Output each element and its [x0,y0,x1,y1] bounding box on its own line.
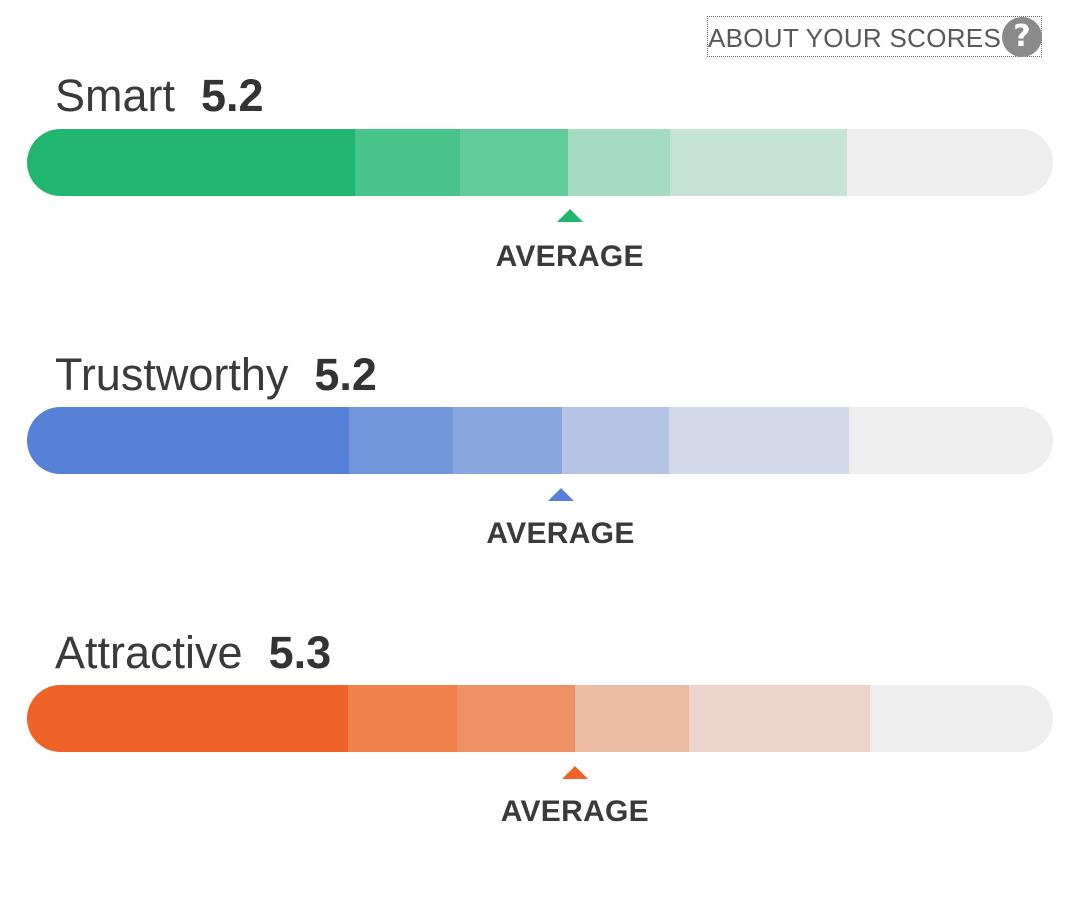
score-bar-segment [27,685,349,752]
score-name: Trustworthy [55,349,289,400]
score-bar-segment [567,129,671,196]
score-bar-segment [355,129,460,196]
score-bar-segment [848,407,1053,474]
score-name: Attractive [55,627,243,678]
average-label: AVERAGE [500,795,649,828]
average-marker-icon [556,209,583,222]
score-bar-segment [846,129,1053,196]
average-marker-icon [561,766,588,779]
score-heading: Trustworthy 5.2 [55,352,377,397]
score-value: 5.2 [314,349,377,400]
score-name: Smart [55,70,176,121]
score-bar-segment [348,685,457,752]
score-heading: Smart 5.2 [55,73,264,118]
score-bar [27,129,1053,196]
score-bar-segment [669,407,849,474]
question-circle-icon[interactable]: ? [1002,16,1042,57]
score-value: 5.3 [268,627,332,678]
about-your-scores-label: ABOUT YOUR SCORES [708,22,1002,53]
score-bar-segment [27,407,350,474]
score-bar-segment [688,685,871,752]
score-heading: Attractive 5.3 [55,630,331,675]
score-bar-segment [452,407,562,474]
average-marker-icon [547,488,574,501]
score-bar [27,685,1053,752]
average-label: AVERAGE [495,240,644,273]
score-bar-segment [459,129,568,196]
score-bar-segment [27,129,356,196]
score-bar-segment [349,407,453,474]
score-bar-segment [574,685,689,752]
score-bar [27,407,1053,474]
about-your-scores-link[interactable]: ABOUT YOUR SCORES ? [707,16,1042,57]
average-label: AVERAGE [486,517,635,550]
score-bar-segment [456,685,575,752]
score-bar-segment [870,685,1053,752]
score-bar-segment [670,129,847,196]
score-bar-segment [561,407,670,474]
score-value: 5.2 [201,70,264,121]
